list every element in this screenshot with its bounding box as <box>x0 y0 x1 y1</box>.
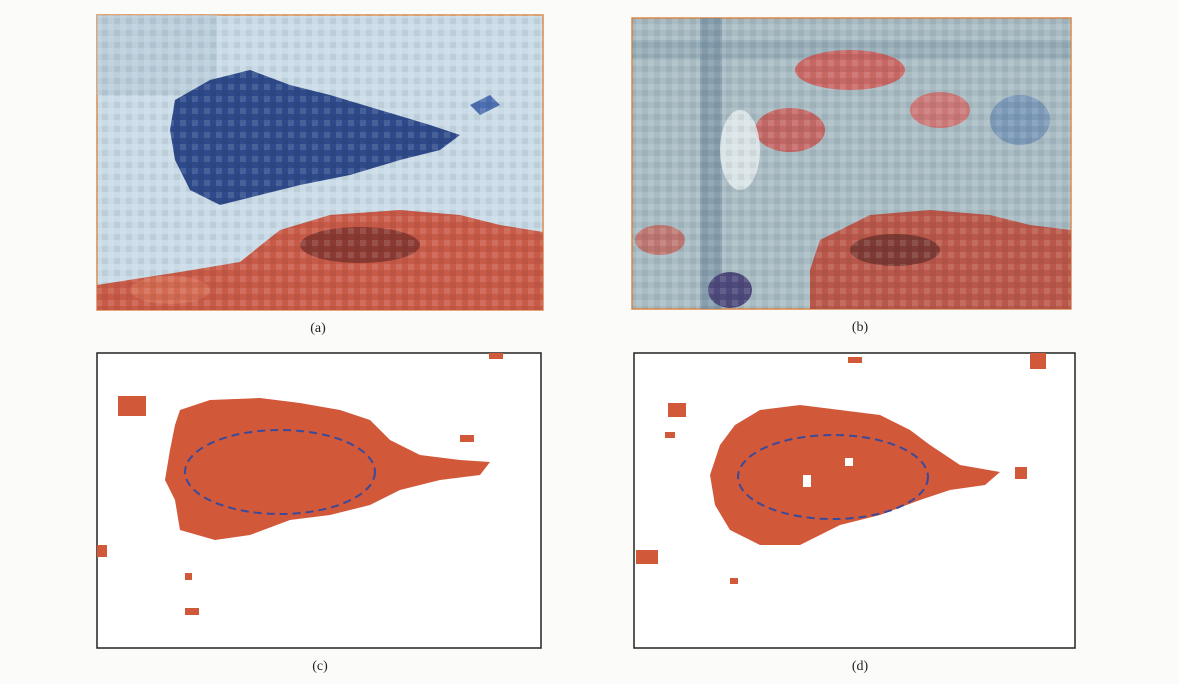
panel-label: (b) <box>852 320 869 335</box>
panel-a-image <box>97 15 543 310</box>
figure: (a) (b) (c) <box>0 0 1179 684</box>
panel-d-mask <box>634 353 1075 648</box>
panel-c-mask <box>97 353 541 648</box>
panel-label: (a) <box>310 321 326 336</box>
panel-label: (d) <box>852 659 869 674</box>
panel-label: (c) <box>312 659 328 674</box>
panel-b-image <box>632 18 1071 309</box>
page: {"figure": {"panels": [{"label": "(a)"},… <box>0 0 1179 684</box>
